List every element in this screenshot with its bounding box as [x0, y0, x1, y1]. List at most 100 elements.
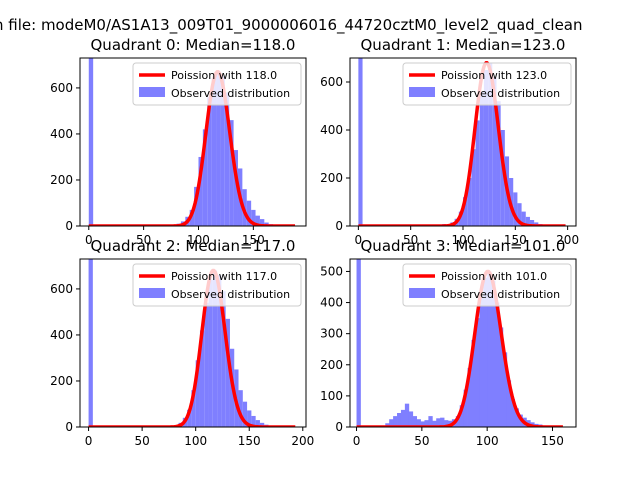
histogram-bar — [440, 417, 445, 427]
axes-frame — [79, 57, 307, 227]
legend-box — [132, 62, 302, 106]
histogram-bar — [471, 149, 476, 226]
histogram-bar — [491, 280, 496, 427]
histogram-bar — [208, 279, 213, 427]
y-tick-label: 0 — [65, 420, 73, 434]
histogram-bar — [393, 416, 398, 427]
histogram-bar — [471, 339, 476, 427]
histogram-bars — [356, 259, 557, 427]
y-tick-label: 0 — [335, 219, 343, 233]
legend-bar-swatch — [409, 87, 435, 97]
histogram-bar — [198, 156, 203, 226]
histogram-bar — [467, 367, 472, 427]
legend-bar-swatch — [409, 288, 435, 298]
chart-title: Quadrant 3: Median=101.0 — [361, 237, 566, 255]
histogram-bar — [475, 120, 480, 226]
x-tick-label: 150 — [238, 434, 261, 448]
histogram-bar — [463, 197, 468, 226]
histogram-bar — [199, 330, 205, 427]
histogram-bar — [187, 409, 192, 427]
chart-legend: Poission with 123.0 Observed distribution — [402, 62, 572, 106]
y-tick-label: 400 — [50, 328, 73, 342]
legend-label-poisson: Poission with 118.0 — [171, 69, 277, 82]
histogram-bar — [400, 409, 406, 427]
legend-label-observed: Observed distribution — [441, 288, 560, 301]
x-tick-label: 0 — [85, 233, 93, 247]
legend-label-observed: Observed distribution — [441, 87, 560, 100]
legend-label-poisson: Poission with 117.0 — [171, 270, 277, 283]
x-tick-label: 0 — [355, 233, 363, 247]
histogram-bar — [217, 275, 222, 427]
y-tick-label: 300 — [320, 327, 343, 341]
y-tick-label: 0 — [65, 219, 73, 233]
histogram-bar — [246, 200, 252, 226]
histogram-bar — [259, 219, 265, 226]
histogram-bar — [502, 352, 508, 427]
histogram-bar — [517, 203, 522, 226]
x-tick-label: 100 — [452, 233, 475, 247]
histogram-bar — [247, 410, 252, 427]
y-tick-label: 400 — [320, 296, 343, 310]
chart-panel-3: Quadrant 3: Median=101.0 0 50 100 150 0 100 200… — [320, 237, 577, 448]
histogram-bar — [251, 209, 256, 226]
histogram-bar — [220, 76, 225, 226]
histogram-bar — [467, 178, 472, 226]
histogram-bar — [463, 389, 468, 427]
histogram-bar — [397, 413, 402, 427]
histogram-bar — [207, 97, 212, 226]
chart-legend: Poission with 117.0 Observed distribution — [132, 263, 302, 307]
histogram-bar — [416, 419, 421, 427]
histogram-bar — [444, 420, 449, 427]
y-tick-label: 400 — [50, 127, 73, 141]
legend-box — [132, 263, 302, 307]
histogram-bar — [496, 101, 501, 226]
y-tick-label: 600 — [320, 75, 343, 89]
histogram-bar — [225, 318, 230, 427]
histogram-bar — [513, 192, 518, 226]
chart-title: Quadrant 2: Median=117.0 — [91, 237, 296, 255]
legend-box — [402, 263, 572, 307]
histogram-bar — [221, 291, 226, 427]
legend-label-observed: Observed distribution — [171, 288, 290, 301]
histogram-bar — [479, 91, 484, 226]
x-tick-label: 0 — [353, 434, 361, 448]
histogram-bar — [202, 129, 208, 226]
x-tick-label: 50 — [403, 233, 418, 247]
histogram-bar — [529, 220, 535, 226]
histogram-bar — [195, 360, 200, 427]
histogram-bar — [255, 420, 260, 427]
y-tick-label: 100 — [320, 389, 343, 403]
histogram-bar — [483, 277, 488, 427]
y-tick-label: 0 — [335, 420, 343, 434]
histogram-bar — [233, 150, 238, 226]
y-tick-label: 600 — [50, 282, 73, 296]
x-tick-label: 100 — [476, 434, 499, 448]
x-tick-label: 50 — [134, 434, 149, 448]
x-tick-label: 100 — [184, 434, 207, 448]
chart-legend: Poission with 118.0 Observed distribution — [132, 62, 302, 106]
histogram-bar — [412, 416, 418, 427]
histogram-bar — [404, 403, 410, 427]
legend-bar-swatch — [139, 87, 165, 97]
x-tick-label: 0 — [85, 434, 93, 448]
figure-suptitle: n file: modeM0/AS1A13_009T01_9000006016_… — [0, 16, 583, 35]
legend-label-observed: Observed distribution — [171, 87, 290, 100]
histogram-bar — [459, 405, 465, 427]
axes-frame — [79, 258, 307, 428]
histogram-bar — [506, 380, 512, 427]
histogram-bar — [521, 211, 526, 226]
y-tick-label: 200 — [320, 358, 343, 372]
histogram-bar — [389, 419, 394, 427]
histogram-bar — [88, 259, 93, 427]
y-tick-label: 500 — [320, 264, 343, 278]
histogram-bar — [432, 420, 437, 427]
histogram-bar — [483, 70, 489, 226]
histogram-bar — [194, 186, 199, 226]
histogram-bar — [510, 399, 515, 427]
x-tick-label: 200 — [556, 233, 579, 247]
histogram-bar — [251, 415, 256, 427]
histogram-bar — [211, 78, 217, 226]
poisson-curve — [356, 269, 564, 427]
axes-frame — [349, 258, 577, 428]
